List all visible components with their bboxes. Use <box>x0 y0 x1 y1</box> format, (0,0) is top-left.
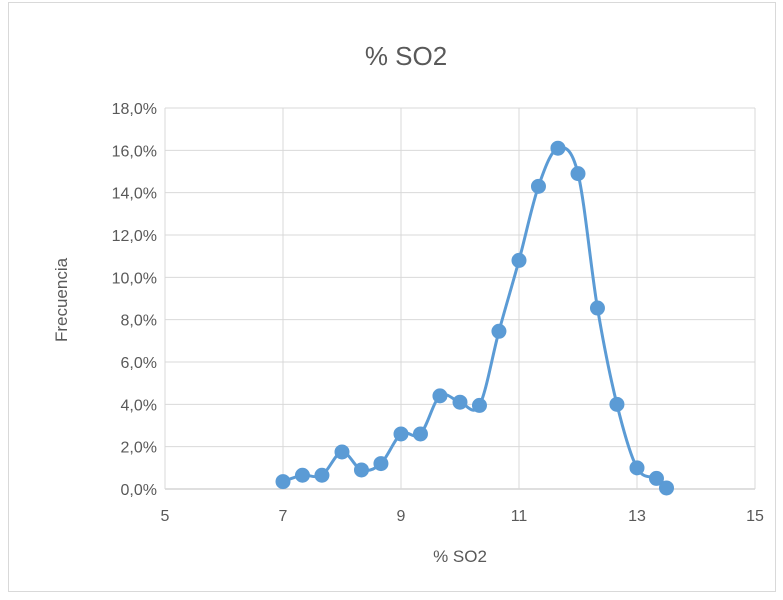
chart-title: % SO2 <box>365 41 447 71</box>
data-point[interactable] <box>471 397 487 413</box>
data-point[interactable] <box>353 462 369 478</box>
y-axis-title: Frecuencia <box>52 257 71 342</box>
y-tick-label: 2,0% <box>121 440 157 457</box>
data-point[interactable] <box>432 388 448 404</box>
x-tick-label: 7 <box>279 508 288 525</box>
data-point[interactable] <box>570 166 586 182</box>
y-tick-label: 0,0% <box>121 482 157 499</box>
series <box>275 140 674 496</box>
data-point[interactable] <box>589 300 605 316</box>
y-tick-label: 16,0% <box>112 143 157 160</box>
data-point[interactable] <box>393 426 409 442</box>
y-tick-label: 4,0% <box>121 397 157 414</box>
gridlines <box>164 107 756 490</box>
data-point[interactable] <box>629 460 645 476</box>
data-point[interactable] <box>294 467 310 483</box>
chart-area <box>8 2 776 592</box>
y-tick-label: 12,0% <box>112 228 157 245</box>
data-point[interactable] <box>314 467 330 483</box>
data-point[interactable] <box>275 474 291 490</box>
x-tick-label: 13 <box>628 508 646 525</box>
x-axis-title: % SO2 <box>433 547 487 566</box>
data-point[interactable] <box>648 470 664 486</box>
tick-labels: 0,0% 2,0% 4,0% 6,0% 8,0% 10,0% 12,0% 14,0% 16,0%… <box>112 101 764 525</box>
data-point[interactable] <box>609 396 625 412</box>
data-point[interactable] <box>412 426 428 442</box>
data-point[interactable] <box>452 394 468 410</box>
series-line <box>282 146 668 490</box>
y-tick-label: 14,0% <box>112 186 157 203</box>
data-point[interactable] <box>511 252 527 268</box>
x-tick-label: 11 <box>511 508 528 525</box>
x-tick-label: 15 <box>746 508 764 525</box>
data-point[interactable] <box>659 480 674 496</box>
x-tick-label: 5 <box>161 508 170 525</box>
data-point[interactable] <box>550 140 566 156</box>
y-tick-label: 8,0% <box>121 313 157 330</box>
y-tick-label: 18,0% <box>112 101 157 118</box>
y-tick-label: 6,0% <box>121 355 157 372</box>
data-point[interactable] <box>530 178 546 194</box>
data-point[interactable] <box>491 323 507 339</box>
data-point[interactable] <box>334 444 350 460</box>
x-tick-label: 9 <box>397 508 406 525</box>
y-tick-label: 10,0% <box>112 270 157 287</box>
data-point[interactable] <box>373 456 389 472</box>
